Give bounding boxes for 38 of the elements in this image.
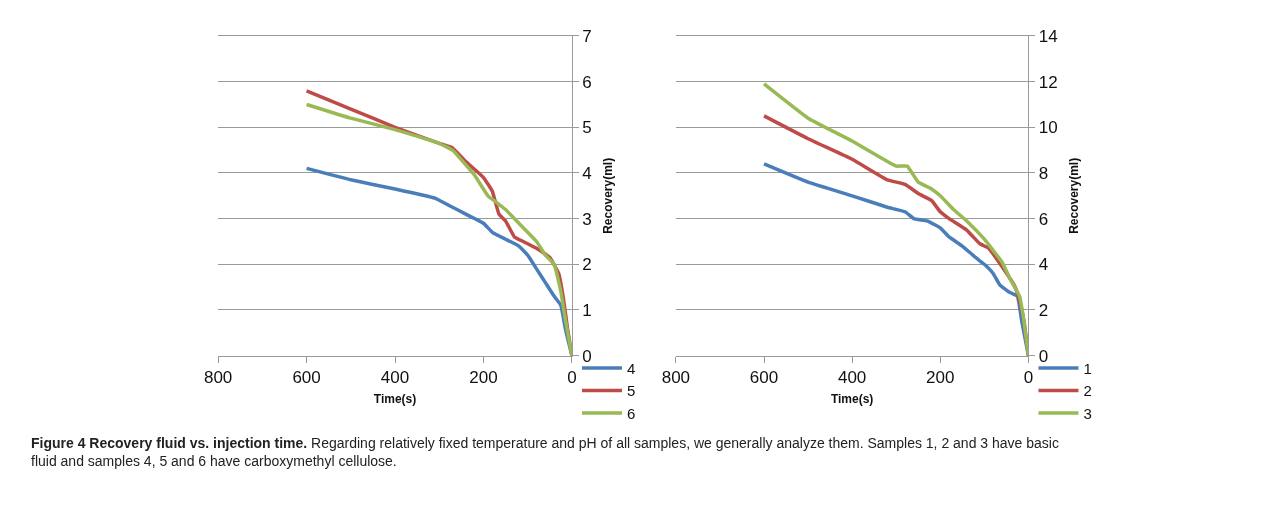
x-tick-label: 800 [661,368,691,388]
y-axis-title: Recovery(ml) [600,157,615,234]
y-tick-label: 2 [1038,300,1049,320]
x-tick-label: 400 [380,368,410,388]
y-tick-label: 0 [582,346,592,366]
x-axis-title: Time(s) [373,391,417,406]
x-tick-label: 600 [749,368,779,388]
x-tick-label: 200 [469,368,498,388]
x-tick-label: 0 [567,368,577,388]
y-tick-label: 2 [582,255,592,275]
y-tick-label: 6 [582,72,592,92]
y-tick-label: 6 [1038,209,1049,229]
y-tick-label: 5 [582,118,592,138]
y-tick-label: 12 [1038,72,1058,92]
x-tick-label: 400 [837,368,867,388]
line-series [304,166,572,356]
legend-label: 3 [1083,404,1092,422]
y-tick-label: 8 [1038,163,1049,183]
y-tick-label: 7 [582,26,592,46]
y-tick-label: 1 [582,300,592,320]
y-tick-label: 4 [582,163,592,183]
y-axis-title: Recovery(ml) [1066,157,1081,234]
x-tick-label: 200 [926,368,955,388]
y-tick-label: 4 [1038,255,1049,275]
legend-label: 2 [1083,382,1092,400]
x-tick-label: 800 [203,368,233,388]
y-tick-label: 0 [1038,346,1049,366]
legend-label: 5 [626,382,636,400]
caption: Figure 4 Recovery fluid vs. injection time. [31,435,308,451]
x-axis-title: Time(s) [830,391,874,406]
legend-label: 4 [626,359,636,377]
x-tick-label: 600 [292,368,321,388]
legend-label: 1 [1083,359,1092,377]
legend-label: 6 [626,404,636,422]
y-tick-label: 10 [1038,118,1058,138]
y-tick-label: 14 [1038,26,1058,46]
y-tick-label: 3 [582,209,592,229]
x-tick-label: 0 [1023,368,1034,388]
